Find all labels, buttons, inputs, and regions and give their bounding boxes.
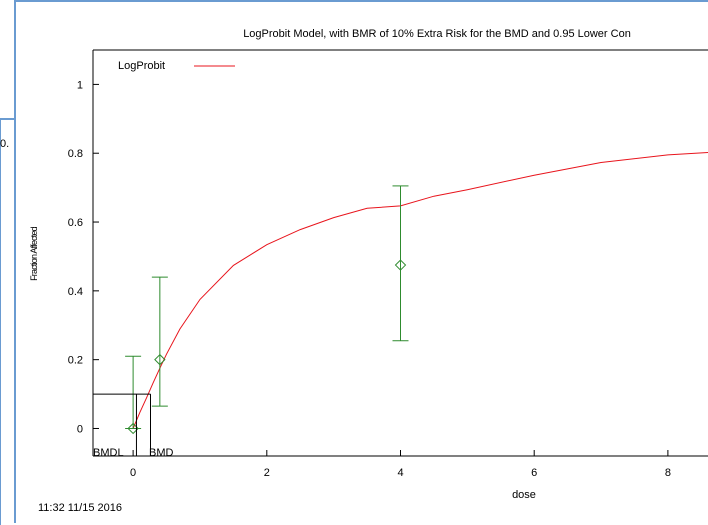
x-tick-label: 6 [531, 467, 537, 479]
y-tick-label: 0.6 [68, 217, 83, 229]
y-tick-label: 0.8 [68, 148, 83, 160]
curve-layer [132, 152, 708, 429]
data-point-marker [394, 259, 407, 271]
y-tick-label: 0.4 [68, 286, 83, 298]
legend: LogProbit [118, 60, 235, 72]
chart-window [14, 0, 708, 523]
x-tick-label: 8 [665, 467, 671, 479]
points-layer [125, 185, 409, 435]
y-axis-label: Fraction Affected [29, 226, 39, 281]
y-tick-label: 1 [77, 79, 83, 91]
observed-point [125, 355, 142, 435]
background-window-label: 0. [0, 138, 10, 150]
observed-point [151, 276, 168, 407]
bmdl-label: BMDL [93, 447, 124, 459]
legend-label: LogProbit [118, 60, 165, 72]
y-tick-label: 0 [77, 423, 83, 435]
data-point-marker [154, 353, 166, 366]
chart-title: LogProbit Model, with BMR of 10% Extra R… [243, 28, 631, 40]
x-tick-label: 4 [397, 467, 403, 479]
bmd-layer [93, 393, 151, 456]
observed-point [392, 185, 409, 342]
y-tick-label: 0.2 [68, 355, 83, 367]
x-axis-label: dose [512, 489, 536, 501]
timestamp: 11:32 11/15 2016 [38, 502, 123, 514]
logprobit-curve [132, 152, 708, 429]
x-tick-label: 0 [130, 467, 136, 479]
background-window [0, 118, 15, 525]
tick-layer: 0 0.2 0.4 0.6 0.8 1 0 2 4 6 8 [68, 79, 671, 479]
x-tick-label: 2 [264, 467, 270, 479]
bmd-label: BMD [149, 447, 174, 459]
